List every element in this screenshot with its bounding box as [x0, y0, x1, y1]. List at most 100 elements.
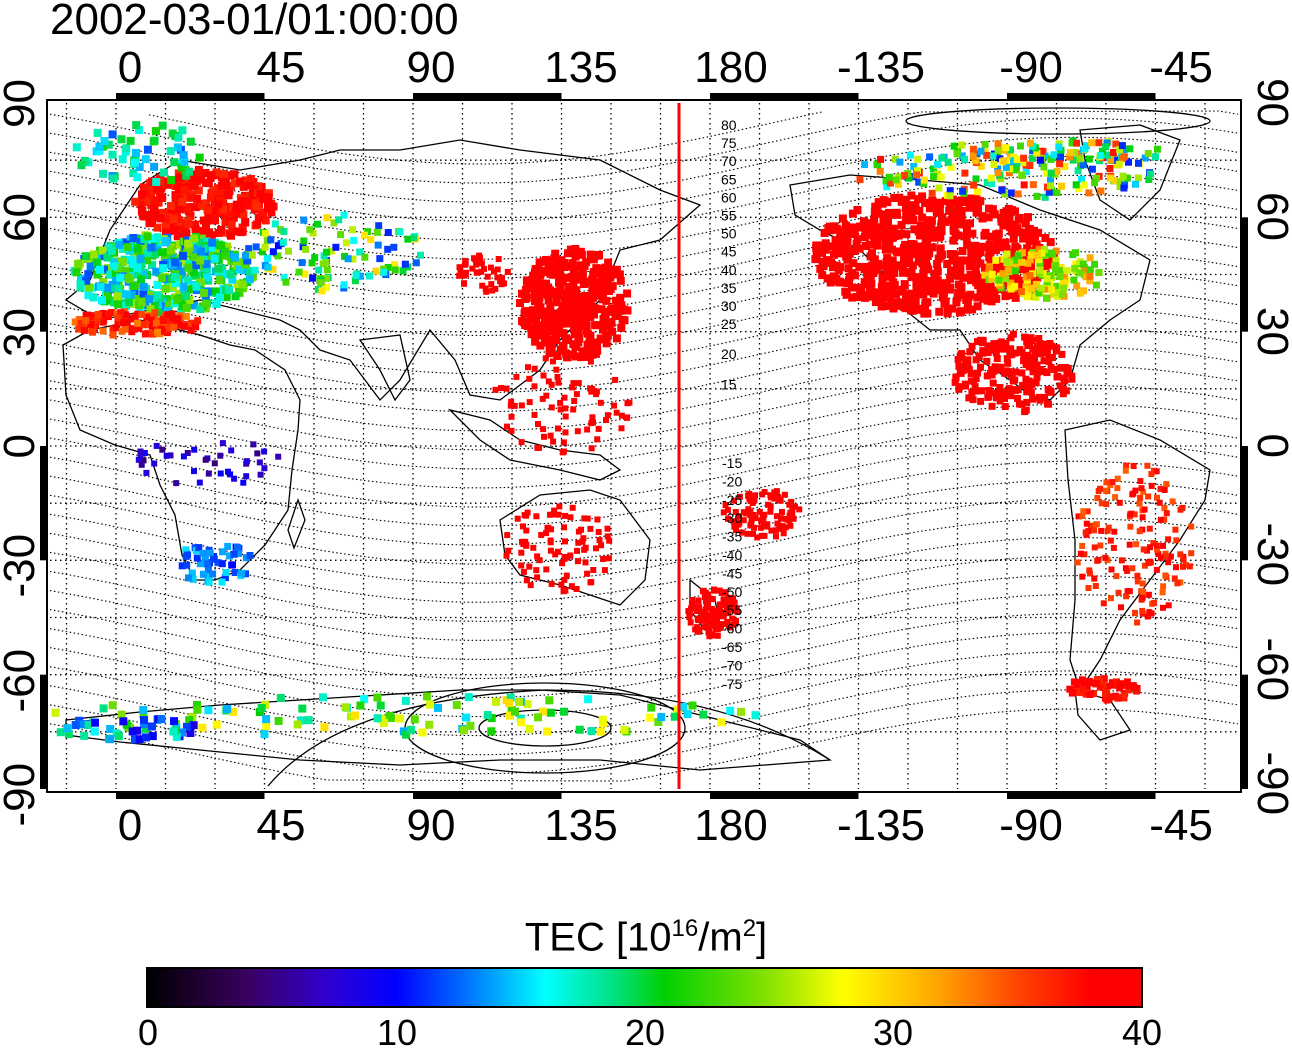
tec-patch-antarctica — [198, 723, 207, 732]
tec-patch-asia — [274, 252, 282, 260]
tec-patch-south-america — [1160, 604, 1166, 611]
isoline — [49, 460, 1239, 546]
tec-patch-north-america — [821, 245, 830, 254]
tec-patch-east-asia — [508, 398, 515, 405]
tec-patch-north-america — [1007, 285, 1015, 293]
tec-patch-east-asia — [526, 375, 533, 382]
tec-patch-north-america — [965, 203, 974, 212]
tec-patch-antarctica — [620, 726, 629, 734]
tec-patch-north-america — [852, 293, 861, 301]
tec-patch-north-america — [895, 193, 904, 202]
lon-tick-top: 0 — [117, 43, 143, 92]
tec-patch-central-america — [962, 382, 970, 390]
tec-patch-arctic — [152, 177, 161, 186]
tec-patch-asia — [315, 266, 323, 274]
tec-patch-australia — [533, 567, 540, 574]
tec-patch-east-asia — [582, 258, 591, 267]
isoline — [49, 403, 1239, 489]
tec-patch-north-america — [896, 298, 905, 307]
isoline-label: -45 — [722, 565, 742, 581]
tec-patch-europe — [115, 314, 122, 322]
tec-patch-east-asia — [548, 404, 555, 411]
tec-patch-antarctica — [402, 730, 411, 739]
tec-patch-antarctica — [737, 707, 745, 716]
tec-patch-arctic — [1076, 155, 1084, 163]
frame-bar-bottom — [413, 792, 562, 799]
tec-patch-canada — [990, 152, 998, 160]
tec-patch-central-america — [975, 352, 983, 360]
tec-patch-south-america — [1136, 528, 1143, 535]
tec-patch-north-america — [897, 229, 905, 238]
tec-patch-south-america — [1146, 525, 1153, 532]
tec-patch-pacific — [733, 526, 739, 533]
tec-patch-north-america — [919, 243, 928, 252]
tec-patch-pacific — [731, 523, 738, 530]
tec-patch-central-america — [993, 355, 1001, 362]
tec-patch-north-america — [948, 211, 957, 220]
tec-patch-europe — [182, 312, 190, 320]
tec-patch-australia — [561, 576, 568, 583]
tec-patch-north-america — [919, 262, 928, 271]
tec-patch-antarctica — [425, 720, 434, 729]
tec-patch-europe — [136, 254, 145, 263]
tec-patch-pacific — [748, 517, 755, 524]
tec-patch-new-zealand — [705, 629, 712, 636]
tec-patch-arctic — [170, 158, 179, 167]
tec-patch-europe — [123, 243, 132, 252]
tec-patch-canada — [983, 179, 991, 186]
tec-patch-new-zealand — [714, 612, 721, 619]
tec-patch-south-america — [1127, 511, 1134, 518]
tec-patch-north-america — [988, 270, 996, 278]
tec-patch-europe — [168, 310, 176, 318]
tec-patch-europe — [235, 265, 244, 274]
tec-patch-asia — [344, 255, 352, 263]
tec-patch-north-america — [1007, 226, 1016, 235]
tec-patch-europe — [178, 251, 187, 260]
tec-patch-pacific — [781, 491, 788, 498]
tec-patch-central-america — [1009, 386, 1016, 394]
tec-patch-asia — [298, 259, 306, 267]
tec-patch-south-america — [1129, 565, 1136, 572]
tec-patch-europe — [167, 246, 175, 255]
tec-patch-africa — [143, 469, 150, 476]
tec-patch-south-america — [1165, 559, 1172, 566]
tec-patch-asia — [318, 287, 326, 295]
tec-patch-north-america — [921, 239, 930, 248]
tec-patch-new-zealand — [708, 617, 715, 624]
tec-patch-europe — [165, 208, 174, 217]
tec-patch-north-america — [963, 195, 972, 204]
tec-patch-antarctica — [506, 693, 515, 702]
tec-patch-europe — [194, 186, 203, 195]
tec-patch-south-america — [1105, 524, 1112, 531]
tec-patch-europe — [201, 293, 210, 302]
tec-patch-south-america — [1083, 520, 1090, 527]
tec-patch-europe — [159, 315, 167, 323]
tec-patch-asia — [302, 245, 310, 253]
tec-patch-north-america — [882, 301, 891, 310]
tec-patch-canada — [1002, 163, 1010, 171]
tec-patch-antarctica — [373, 714, 382, 723]
tec-patch-canada — [901, 172, 909, 179]
tec-patch-north-america — [841, 221, 850, 230]
tec-patch-east-asia — [557, 256, 566, 265]
tec-patch-east-asia — [541, 433, 547, 440]
tec-patch-south-america — [1082, 529, 1089, 536]
tec-patch-africa — [243, 473, 250, 480]
tec-patch-arctic — [72, 143, 81, 152]
lon-tick-top: -45 — [1149, 43, 1213, 92]
tec-patch-central-america — [1005, 368, 1012, 376]
tec-patch-south-america — [1112, 494, 1119, 501]
tec-patch-canada — [1106, 165, 1114, 172]
tec-patch-europe — [202, 237, 211, 246]
tec-patch-europe — [221, 218, 230, 227]
tec-patch-east-asia — [513, 373, 520, 380]
tec-patch-patagonia — [1108, 679, 1116, 687]
tec-patch-asia — [269, 265, 277, 273]
tec-patch-pacific — [720, 509, 727, 516]
tec-patch-east-asia — [521, 295, 530, 303]
tec-patch-pacific — [752, 492, 759, 499]
tec-patch-south-africa — [182, 546, 190, 554]
tec-patch-south-america — [1079, 543, 1086, 549]
tec-patch-europe — [99, 327, 107, 335]
tec-patch-europe — [175, 321, 183, 329]
